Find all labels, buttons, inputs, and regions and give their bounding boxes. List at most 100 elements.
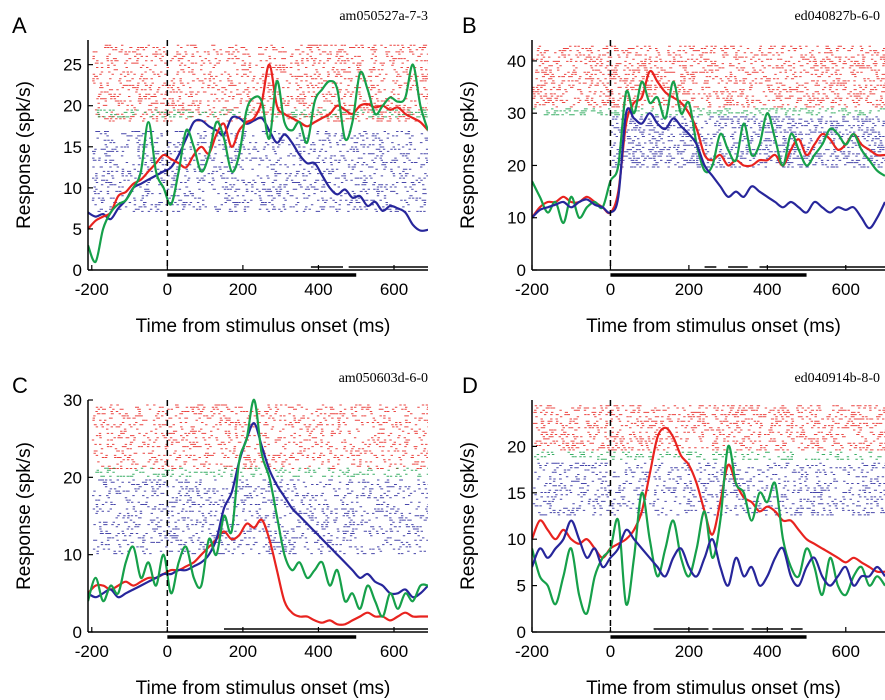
panel-b-x-axis-title: Time from stimulus onset (ms)	[586, 316, 841, 337]
panel-c-x-tick-label: 200	[229, 642, 257, 661]
panel-b-raster-medium	[532, 108, 885, 116]
panel-d-y-tick-label: 0	[517, 623, 526, 642]
panel-a-line-medium	[88, 63, 428, 264]
panel-b-y-tick-label: 10	[507, 209, 526, 228]
panel-b-x-tick-label: -200	[515, 280, 549, 299]
panel-b-x-tick-label: 400	[753, 280, 781, 299]
panel-c-line-medium	[88, 398, 428, 618]
panel-d-x-tick-label: 0	[606, 642, 615, 661]
panel-c-line-fast	[88, 518, 428, 626]
panel-c-letter: C	[12, 373, 28, 398]
panel-a-x-axis-title: Time from stimulus onset (ms)	[136, 316, 391, 337]
panel-a-x-tick-label: 200	[229, 280, 257, 299]
panel-d-raster	[532, 405, 885, 516]
panel-c-raster-medium	[95, 467, 428, 477]
panel-d-line-medium	[532, 444, 885, 616]
panel-a-raster	[91, 44, 428, 212]
panel-b-cell-id: ed040827b-6-0	[794, 9, 880, 24]
panel-d-raster-medium	[534, 451, 882, 460]
panel-d-x-axis-title: Time from stimulus onset (ms)	[586, 678, 841, 699]
panel-d-lines	[532, 426, 885, 616]
panel-b-line-fast	[532, 69, 885, 219]
panel-c-y-axis-title: Response (spk/s)	[14, 442, 35, 590]
panel-a-y-tick-label: 25	[63, 56, 82, 75]
panel-c-y-tick-label: 0	[73, 623, 82, 642]
panel-c-raster	[91, 404, 428, 555]
panel-d-raster-fast	[533, 405, 885, 451]
panel-d-x-tick-label: -200	[515, 642, 549, 661]
panel-a-raster-fast	[92, 44, 428, 122]
panel-b-line-slow	[532, 107, 885, 230]
panel-c-raster-fast	[91, 404, 428, 469]
panel-c-x-tick-label: 400	[304, 642, 332, 661]
panel-a-x-tick-label: 0	[163, 280, 172, 299]
panel-a-lines	[88, 63, 428, 264]
panel-b-raster	[532, 45, 885, 168]
panel-a-x-tick-label: -200	[75, 280, 109, 299]
panel-b-y-tick-label: 30	[507, 104, 526, 123]
panel-a-raster-medium-ticks	[96, 109, 428, 118]
panel-a-y-tick-label: 20	[63, 97, 82, 116]
panel-b-raster-fast-ticks	[532, 45, 885, 108]
panel-c-raster-slow-ticks	[92, 479, 428, 555]
panel-b-raster-medium-ticks	[532, 108, 885, 116]
panel-a-cell-id: am050527a-7-3	[339, 9, 428, 24]
panel-d-x-tick-label: 200	[675, 642, 703, 661]
panel-d-y-tick-label: 15	[507, 484, 526, 503]
panel-c-y-tick-label: 30	[63, 391, 82, 410]
panel-d-y-tick-label: 10	[507, 530, 526, 549]
panel-a-raster-medium	[96, 109, 428, 118]
panel-a-raster-slow	[91, 131, 428, 212]
panel-b-raster-fast	[532, 45, 885, 108]
panel-d-raster-fast-ticks	[533, 405, 885, 451]
panel-b-x-tick-label: 0	[606, 280, 615, 299]
panel-d-raster-slow-ticks	[532, 462, 885, 516]
panel-a-line-slow	[88, 115, 428, 232]
panel-c-x-tick-label: 0	[163, 642, 172, 661]
panel-d-raster-medium-ticks	[534, 451, 882, 460]
panel-c-x-tick-label: -200	[75, 642, 109, 661]
panel-d-y-axis-title: Response (spk/s)	[458, 442, 479, 590]
panel-b-y-tick-label: 40	[507, 52, 526, 71]
panel-c-raster-medium-ticks	[95, 467, 428, 477]
panel-a-y-tick-label: 5	[73, 220, 82, 239]
panel-d-raster-slow	[532, 462, 885, 516]
panel-d-letter: D	[462, 373, 478, 398]
panel-a-y-tick-label: 10	[63, 179, 82, 198]
panel-b-x-tick-label: 600	[832, 280, 860, 299]
panel-a-y-tick-label: 0	[73, 261, 82, 280]
panel-d-x-tick-label: 400	[753, 642, 781, 661]
panel-b-x-tick-label: 200	[675, 280, 703, 299]
panel-c-x-tick-label: 600	[380, 642, 408, 661]
panel-c-lines	[88, 398, 428, 626]
panel-d-line-fast	[532, 426, 885, 574]
panel-a-raster-fast-ticks	[92, 44, 428, 122]
panel-b-y-axis-title: Response (spk/s)	[458, 81, 479, 229]
panel-a-raster-slow-ticks	[91, 131, 428, 212]
panel-d-line-slow	[532, 519, 885, 587]
panel-d-x-tick-label: 600	[832, 642, 860, 661]
panel-b-y-tick-label: 20	[507, 156, 526, 175]
panel-a-x-tick-label: 600	[380, 280, 408, 299]
panel-c-y-tick-label: 10	[63, 546, 82, 565]
panel-c-raster-slow	[92, 479, 428, 555]
panel-b-y-tick-label: 0	[517, 261, 526, 280]
panel-d-cell-id: ed040914b-8-0	[794, 371, 880, 386]
panel-d-y-tick-label: 5	[517, 577, 526, 596]
panel-a-y-axis-title: Response (spk/s)	[14, 81, 35, 229]
panel-b-letter: B	[462, 13, 477, 38]
panel-a-x-tick-label: 400	[304, 280, 332, 299]
panel-c-raster-fast-ticks	[91, 404, 428, 469]
panel-a-letter: A	[12, 13, 27, 38]
panel-d-y-tick-label: 20	[507, 437, 526, 456]
panel-c-x-axis-title: Time from stimulus onset (ms)	[136, 678, 391, 699]
panel-b-lines	[532, 69, 885, 230]
panel-c-y-tick-label: 20	[63, 468, 82, 487]
panel-c-cell-id: am050603d-6-0	[339, 371, 428, 386]
panel-a-y-tick-label: 15	[63, 138, 82, 157]
